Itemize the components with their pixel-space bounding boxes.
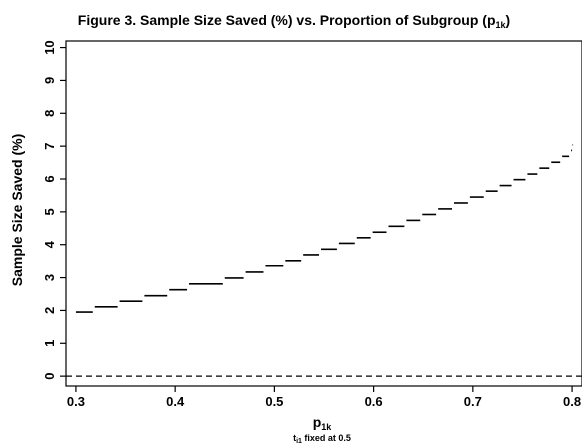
x-axis-note: ti1 fixed at 0.5 bbox=[293, 433, 351, 445]
x-tick-label: 0.3 bbox=[67, 394, 85, 409]
x-axis: 0.3 0.4 0.5 0.6 0.7 0.8 bbox=[67, 386, 581, 409]
x-tick-label: 0.6 bbox=[365, 394, 383, 409]
x-tick-label: 0.8 bbox=[563, 394, 581, 409]
data-series bbox=[75, 144, 574, 313]
x-tick-label: 0.5 bbox=[265, 394, 283, 409]
x-tick-label: 0.4 bbox=[166, 394, 185, 409]
y-tick-label: 10 bbox=[42, 40, 57, 54]
y-tick-label: 5 bbox=[42, 208, 57, 215]
x-tick-label: 0.7 bbox=[464, 394, 482, 409]
y-tick-label: 8 bbox=[42, 110, 57, 117]
plot-frame bbox=[65, 40, 582, 387]
y-tick-label: 1 bbox=[42, 340, 57, 347]
x-axis-label-subscript: 1k bbox=[321, 422, 332, 432]
y-tick-label: 4 bbox=[42, 240, 57, 248]
y-tick-label: 9 bbox=[42, 77, 57, 84]
chart-title: Figure 3. Sample Size Saved (%) vs. Prop… bbox=[78, 12, 510, 30]
y-tick-label: 2 bbox=[42, 307, 57, 314]
x-axis-note-subscript: i1 bbox=[296, 438, 302, 445]
y-axis: 0 1 2 3 4 5 6 7 8 9 10 bbox=[42, 40, 66, 380]
y-tick-label: 3 bbox=[42, 274, 57, 281]
y-tick-label: 0 bbox=[42, 373, 57, 380]
y-tick-label: 7 bbox=[42, 143, 57, 150]
y-tick-label: 6 bbox=[42, 175, 57, 182]
x-axis-label: p1k bbox=[313, 414, 333, 432]
chart-title-subscript: 1k bbox=[496, 20, 507, 30]
y-axis-label: Sample Size Saved (%) bbox=[9, 134, 25, 287]
